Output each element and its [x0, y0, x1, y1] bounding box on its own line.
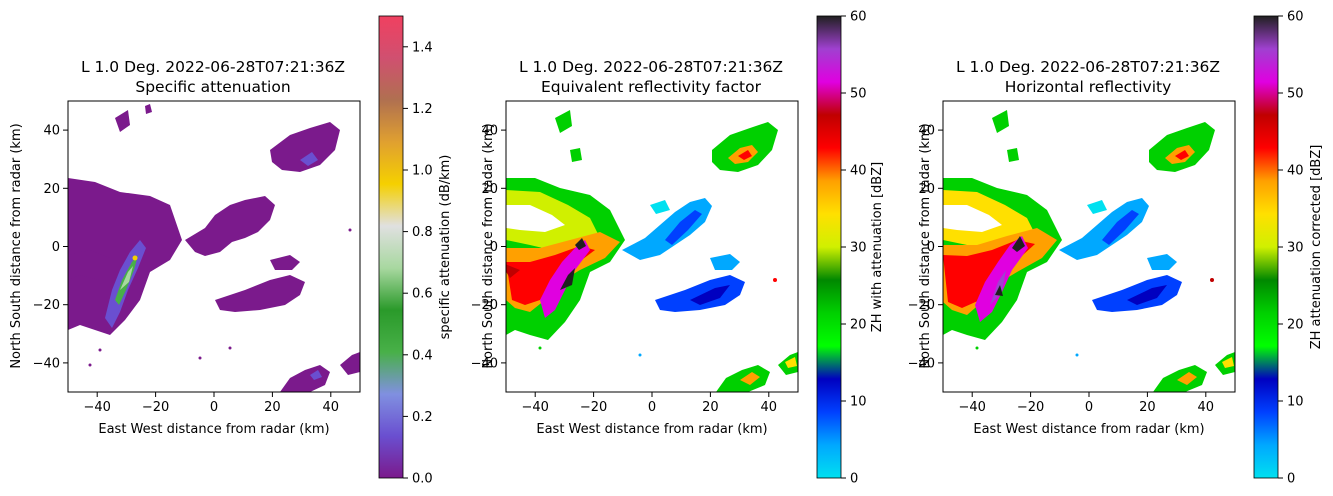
panel-specific-attenuation: L 1.0 Deg. 2022-06-28T07:21:36Z Specific…	[9, 15, 453, 487]
panel1-colorbar-scale	[378, 15, 404, 479]
colorbar-tick-label: 30	[1287, 241, 1304, 256]
colorbar-tick-label: 0.4	[412, 348, 433, 363]
panel2-xlabel: East West distance from radar (km)	[536, 422, 767, 437]
panel1-colorbar-label: specific attenuation (dB/km)	[438, 155, 453, 340]
y-tick-label: 0	[490, 240, 498, 255]
x-tick-label: −40	[521, 400, 548, 415]
y-tick-label: 40	[918, 124, 935, 139]
panel2-title-line2: Equivalent reflectivity factor	[541, 78, 762, 96]
panel2-title-line1: L 1.0 Deg. 2022-06-28T07:21:36Z	[519, 58, 783, 76]
panel1-stratiform-region	[68, 178, 182, 335]
panel2-colorbar: 0 10 20 30 40 50 60 ZH with attenuation [dBZ]	[816, 10, 885, 487]
x-tick-label: −20	[1017, 400, 1044, 415]
panel2-colorbar-label: ZH with attenuation [dBZ]	[870, 162, 885, 332]
colorbar-tick-label: 1.2	[412, 102, 433, 117]
panel2-x-axis: −40 −20 0 20 40	[521, 392, 777, 415]
colorbar-tick-label: 0.0	[412, 472, 433, 487]
colorbar-tick-label: 10	[1287, 395, 1304, 410]
panel3-xlabel: East West distance from radar (km)	[973, 422, 1204, 437]
colorbar-tick-label: 0	[1287, 472, 1295, 487]
panel3-title-line1: L 1.0 Deg. 2022-06-28T07:21:36Z	[956, 58, 1220, 76]
panel2-convective-core	[540, 240, 590, 318]
colorbar-tick-label: 20	[1287, 318, 1304, 333]
y-tick-label: 40	[481, 124, 498, 139]
panel1-radar-echoes	[68, 104, 360, 392]
panel1-x-axis: −40 −20 0 20 40	[83, 392, 339, 415]
panel3-colorbar-ticks: 0 10 20 30 40 50 60	[1278, 10, 1304, 487]
y-tick-label: −40	[908, 356, 935, 371]
panel3-ylabel: North South distance from radar (km)	[918, 123, 933, 368]
x-tick-label: 40	[1198, 400, 1215, 415]
panel3-y-axis: −40 −20 0 20 40	[908, 124, 943, 371]
colorbar-tick-label: 60	[1287, 10, 1304, 25]
x-tick-label: 20	[264, 400, 281, 415]
panel3-radar-echoes	[943, 110, 1235, 392]
x-tick-label: 0	[210, 400, 218, 415]
x-tick-label: −40	[958, 400, 985, 415]
panel3-x-axis: −40 −20 0 20 40	[958, 392, 1214, 415]
panel3-colorbar-scale	[1253, 15, 1279, 479]
panel-equivalent-reflectivity: L 1.0 Deg. 2022-06-28T07:21:36Z Equivale…	[471, 10, 885, 487]
y-tick-label: −20	[33, 298, 60, 313]
panel3-colorbar: 0 10 20 30 40 50 60 ZH attenuation corrected […	[1253, 10, 1324, 487]
panel2-colorbar-scale	[816, 15, 842, 479]
panel1-title-line2: Specific attenuation	[135, 78, 290, 96]
colorbar-tick-label: 1.4	[412, 40, 433, 55]
y-tick-label: −20	[908, 298, 935, 313]
colorbar-tick-label: 50	[1287, 87, 1304, 102]
colorbar-tick-label: 0	[850, 472, 858, 487]
y-tick-label: −20	[471, 298, 498, 313]
panel3-colorbar-label: ZH attenuation corrected [dBZ]	[1309, 145, 1324, 350]
panel2-ylabel: North South distance from radar (km)	[481, 123, 496, 368]
panel1-xlabel: East West distance from radar (km)	[98, 422, 329, 437]
x-tick-label: 40	[761, 400, 778, 415]
colorbar-tick-label: 60	[850, 10, 867, 25]
panel2-colorbar-ticks: 0 10 20 30 40 50 60	[841, 10, 867, 487]
colorbar-tick-label: 10	[850, 395, 867, 410]
colorbar-tick-label: 40	[850, 164, 867, 179]
panel2-plot-area: −40 −20 0 20 40 −40 −20 0 20 40 East West distan…	[471, 100, 799, 437]
panel1-y-axis: −40 −20 0 20 40	[33, 124, 68, 371]
panel1-south-echo	[280, 365, 330, 392]
panel1-title-line1: L 1.0 Deg. 2022-06-28T07:21:36Z	[81, 58, 345, 76]
x-tick-label: −40	[83, 400, 110, 415]
colorbar-tick-label: 20	[850, 318, 867, 333]
x-tick-label: 0	[648, 400, 656, 415]
y-tick-label: 0	[927, 240, 935, 255]
y-tick-label: −40	[33, 356, 60, 371]
panel1-central-echo	[185, 196, 275, 256]
panel1-ylabel: North South distance from radar (km)	[9, 123, 24, 368]
panel3-central-echo	[1059, 198, 1149, 260]
panel2-central-echo	[622, 198, 712, 260]
panel1-colorbar-ticks: 0.0 0.2 0.4 0.6 0.8 1.0 1.2 1.4	[403, 40, 433, 487]
x-tick-label: 0	[1085, 400, 1093, 415]
y-tick-label: 20	[481, 182, 498, 197]
y-tick-label: 40	[43, 124, 60, 139]
y-tick-label: 0	[52, 240, 60, 255]
panel2-y-axis: −40 −20 0 20 40	[471, 124, 506, 371]
colorbar-tick-label: 0.2	[412, 410, 433, 425]
y-tick-label: 20	[43, 182, 60, 197]
colorbar-tick-label: 50	[850, 87, 867, 102]
panel3-plot-area: −40 −20 0 20 40 −40 −20 0 20 40 East West distan…	[908, 100, 1236, 437]
panel-horizontal-reflectivity: L 1.0 Deg. 2022-06-28T07:21:36Z Horizont…	[908, 10, 1324, 487]
y-tick-label: 20	[918, 182, 935, 197]
panel1-plot-area: −40 −20 0 20 40 −40 −20 0 20 40 East West distan…	[9, 100, 361, 437]
panel2-radar-echoes	[506, 110, 798, 392]
colorbar-tick-label: 0.6	[412, 287, 433, 302]
panel3-title-line2: Horizontal reflectivity	[1005, 78, 1172, 96]
colorbar-tick-label: 30	[850, 241, 867, 256]
colorbar-tick-label: 1.0	[412, 164, 433, 179]
colorbar-tick-label: 0.8	[412, 225, 433, 240]
y-tick-label: −40	[471, 356, 498, 371]
colorbar-tick-label: 40	[1287, 164, 1304, 179]
x-tick-label: −20	[580, 400, 607, 415]
x-tick-label: 20	[702, 400, 719, 415]
panel1-colorbar: 0.0 0.2 0.4 0.6 0.8 1.0 1.2 1.4 specific attenu…	[378, 15, 453, 487]
x-tick-label: 40	[323, 400, 340, 415]
x-tick-label: 20	[1139, 400, 1156, 415]
x-tick-label: −20	[142, 400, 169, 415]
panel1-northeast-echo	[270, 122, 340, 172]
